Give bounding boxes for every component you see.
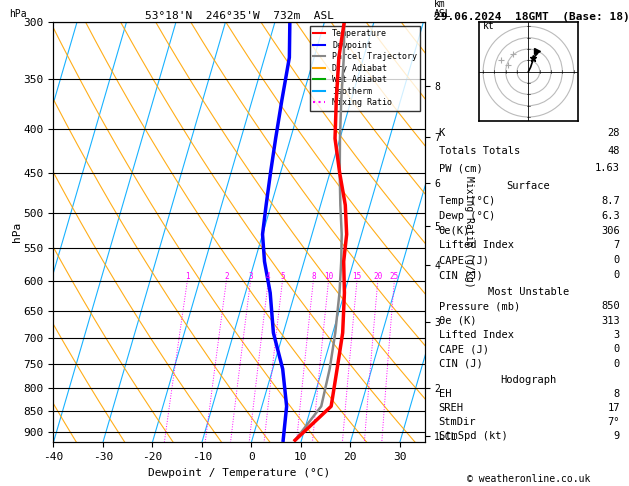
Text: 0: 0 bbox=[614, 270, 620, 280]
Text: 313: 313 bbox=[601, 315, 620, 326]
Text: θe (K): θe (K) bbox=[438, 315, 476, 326]
Text: 20: 20 bbox=[373, 272, 382, 280]
Text: StmDir: StmDir bbox=[438, 417, 476, 427]
Text: Lifted Index: Lifted Index bbox=[438, 330, 514, 340]
Text: Pressure (mb): Pressure (mb) bbox=[438, 301, 520, 311]
Text: km
ASL: km ASL bbox=[434, 0, 452, 19]
Text: 1.63: 1.63 bbox=[595, 163, 620, 173]
Text: CAPE (J): CAPE (J) bbox=[438, 255, 489, 265]
Text: 3: 3 bbox=[614, 330, 620, 340]
Text: Hodograph: Hodograph bbox=[500, 375, 557, 384]
Text: 15: 15 bbox=[352, 272, 362, 280]
Text: StmSpd (kt): StmSpd (kt) bbox=[438, 431, 508, 441]
Text: 0: 0 bbox=[614, 345, 620, 354]
Text: 28: 28 bbox=[608, 128, 620, 138]
Text: SREH: SREH bbox=[438, 403, 464, 413]
Text: 9: 9 bbox=[614, 431, 620, 441]
Legend: Temperature, Dewpoint, Parcel Trajectory, Dry Adiabat, Wet Adiabat, Isotherm, Mi: Temperature, Dewpoint, Parcel Trajectory… bbox=[309, 26, 420, 111]
Text: 8.7: 8.7 bbox=[601, 196, 620, 206]
Text: 7: 7 bbox=[614, 241, 620, 250]
Text: CIN (J): CIN (J) bbox=[438, 359, 482, 369]
Text: Most Unstable: Most Unstable bbox=[487, 287, 569, 297]
Y-axis label: hPa: hPa bbox=[12, 222, 22, 242]
Text: K: K bbox=[438, 128, 445, 138]
Text: 6.3: 6.3 bbox=[601, 211, 620, 221]
Text: Lifted Index: Lifted Index bbox=[438, 241, 514, 250]
Text: © weatheronline.co.uk: © weatheronline.co.uk bbox=[467, 473, 590, 484]
Text: 5: 5 bbox=[280, 272, 285, 280]
Text: Dewp (°C): Dewp (°C) bbox=[438, 211, 495, 221]
Text: 29.06.2024  18GMT  (Base: 18): 29.06.2024 18GMT (Base: 18) bbox=[433, 12, 629, 22]
Text: 48: 48 bbox=[608, 146, 620, 156]
Text: PW (cm): PW (cm) bbox=[438, 163, 482, 173]
Text: 1: 1 bbox=[185, 272, 190, 280]
Text: 2: 2 bbox=[224, 272, 229, 280]
Text: Surface: Surface bbox=[506, 181, 550, 191]
Text: 3: 3 bbox=[248, 272, 253, 280]
Text: kt: kt bbox=[483, 21, 495, 31]
Text: CIN (J): CIN (J) bbox=[438, 270, 482, 280]
Text: hPa: hPa bbox=[9, 9, 27, 19]
Text: 10: 10 bbox=[324, 272, 333, 280]
Text: Temp (°C): Temp (°C) bbox=[438, 196, 495, 206]
Text: EH: EH bbox=[438, 389, 451, 399]
Text: 25: 25 bbox=[390, 272, 399, 280]
Text: CAPE (J): CAPE (J) bbox=[438, 345, 489, 354]
Text: 8: 8 bbox=[311, 272, 316, 280]
X-axis label: Dewpoint / Temperature (°C): Dewpoint / Temperature (°C) bbox=[148, 468, 330, 478]
Title: 53°18'N  246°35'W  732m  ASL: 53°18'N 246°35'W 732m ASL bbox=[145, 11, 333, 21]
Text: Totals Totals: Totals Totals bbox=[438, 146, 520, 156]
Text: 7°: 7° bbox=[608, 417, 620, 427]
Text: 4: 4 bbox=[266, 272, 270, 280]
Y-axis label: Mixing Ratio (g/kg): Mixing Ratio (g/kg) bbox=[464, 176, 474, 288]
Text: 0: 0 bbox=[614, 255, 620, 265]
Text: 0: 0 bbox=[614, 359, 620, 369]
Text: 850: 850 bbox=[601, 301, 620, 311]
Text: 8: 8 bbox=[614, 389, 620, 399]
Text: 306: 306 bbox=[601, 226, 620, 236]
Text: 17: 17 bbox=[608, 403, 620, 413]
Text: θe(K): θe(K) bbox=[438, 226, 470, 236]
